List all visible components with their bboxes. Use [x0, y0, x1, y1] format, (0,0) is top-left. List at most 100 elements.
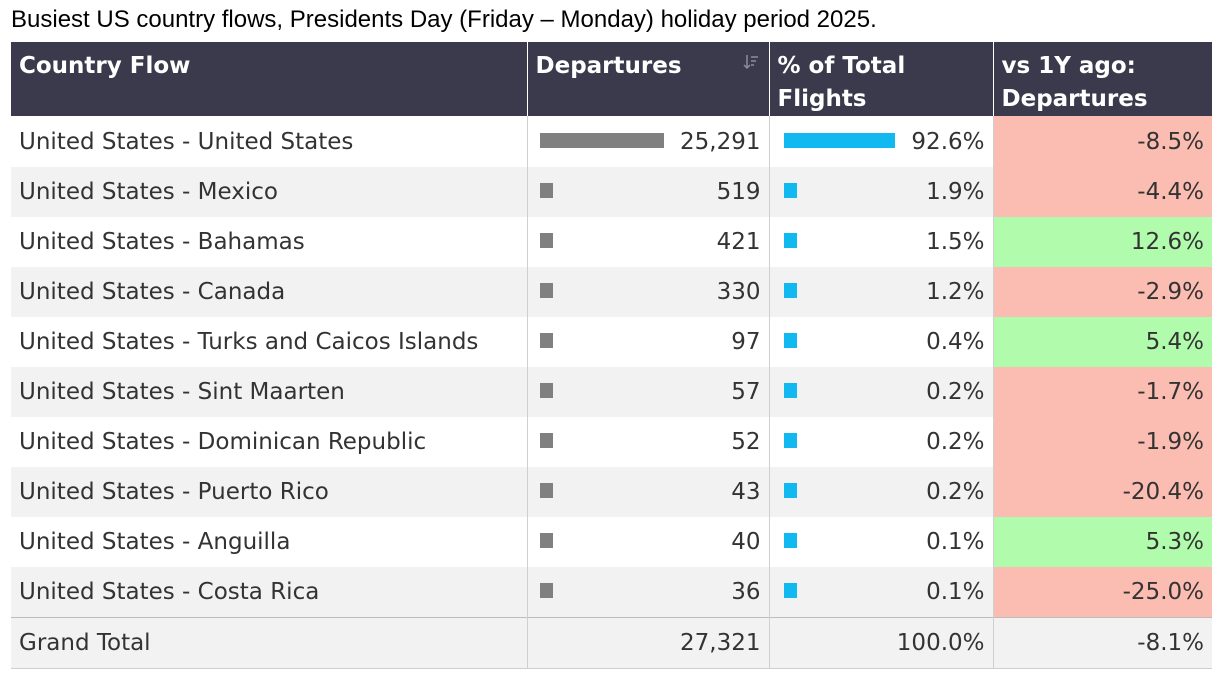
table-row[interactable]: United States - Dominican Republic 52 0.2%…	[11, 417, 1212, 467]
departures-value: 421	[716, 229, 761, 255]
departures-bar	[539, 383, 553, 398]
departures-value: 25,291	[680, 128, 761, 155]
departures-bar	[539, 233, 553, 248]
pct-total-value: 0.2%	[926, 429, 985, 455]
country-flow-cell: United States - Anguilla	[11, 517, 528, 567]
pct-total-cell: 1.9%	[769, 167, 994, 217]
header-pct-total-line1: % of Total	[777, 53, 906, 79]
departures-cell: 57	[527, 367, 770, 417]
departures-cell: 36	[527, 567, 770, 617]
departures-value: 52	[731, 429, 761, 455]
pct-total-bar	[783, 283, 797, 298]
departures-value: 36	[731, 578, 761, 605]
pct-total-value: 0.2%	[926, 379, 985, 405]
departures-bar	[539, 183, 553, 198]
header-departures-label: Departures	[535, 53, 682, 79]
pct-total-bar	[783, 582, 797, 598]
table-row[interactable]: United States - Costa Rica 36 0.1% -25.0%	[11, 567, 1212, 617]
table-row[interactable]: United States - Sint Maarten 57 0.2% -1.7%	[11, 367, 1212, 417]
table-row[interactable]: United States - United States 25,291 92.6%…	[11, 116, 1212, 167]
yoy-departures-cell: -8.5%	[993, 116, 1212, 167]
sort-descending-icon[interactable]	[742, 54, 759, 70]
departures-cell: 519	[527, 167, 770, 217]
country-flow-cell: United States - Canada	[11, 267, 528, 317]
yoy-departures-cell: -2.9%	[993, 267, 1212, 317]
grand-total-label: Grand Total	[11, 616, 528, 669]
table-row[interactable]: United States - Puerto Rico 43 0.2% -20.4%	[11, 467, 1212, 517]
departures-bar	[539, 582, 553, 598]
departures-bar	[539, 433, 553, 448]
pct-total-bar	[783, 433, 797, 448]
table-caption: Busiest US country flows, Presidents Day…	[11, 6, 877, 33]
departures-value: 330	[716, 279, 761, 305]
pct-total-bar	[783, 383, 797, 398]
departures-cell: 43	[527, 467, 770, 517]
departures-bar	[539, 132, 664, 148]
header-pct-total-line2: Flights	[777, 86, 867, 112]
pct-total-value: 1.2%	[926, 279, 985, 305]
pct-total-bar	[783, 533, 797, 548]
yoy-departures-cell: -20.4%	[993, 467, 1212, 517]
header-departures[interactable]: Departures	[527, 42, 770, 116]
departures-cell: 40	[527, 517, 770, 567]
header-country-flow[interactable]: Country Flow	[11, 42, 528, 116]
departures-value: 519	[716, 179, 761, 205]
departures-cell: 52	[527, 417, 770, 467]
departures-value: 40	[731, 529, 761, 555]
pct-total-value: 0.1%	[926, 529, 985, 555]
pct-total-cell: 1.2%	[769, 267, 994, 317]
grand-total-row: Grand Total 27,321 100.0% -8.1%	[11, 616, 1212, 669]
pct-total-cell: 0.1%	[769, 567, 994, 617]
pct-total-cell: 0.4%	[769, 317, 994, 367]
header-yoy-line1: vs 1Y ago:	[1001, 53, 1136, 79]
pct-total-cell: 0.2%	[769, 367, 994, 417]
departures-bar	[539, 333, 553, 348]
yoy-departures-cell: -25.0%	[993, 567, 1212, 617]
header-pct-total[interactable]: % of Total Flights	[769, 42, 994, 116]
header-row: Country Flow Departures % of Total Fligh…	[11, 42, 1212, 116]
yoy-departures-cell: 5.4%	[993, 317, 1212, 367]
pct-total-cell: 92.6%	[769, 116, 994, 167]
pct-total-cell: 0.2%	[769, 467, 994, 517]
pct-total-bar	[783, 183, 797, 198]
country-flow-cell: United States - Dominican Republic	[11, 417, 528, 467]
pct-total-value: 0.1%	[926, 578, 985, 605]
table-row[interactable]: United States - Turks and Caicos Islands…	[11, 317, 1212, 367]
yoy-departures-cell: -1.7%	[993, 367, 1212, 417]
departures-value: 43	[731, 479, 761, 505]
country-flow-cell: United States - Mexico	[11, 167, 528, 217]
yoy-departures-cell: 5.3%	[993, 517, 1212, 567]
country-flow-cell: United States - Costa Rica	[11, 567, 528, 617]
grand-total-pct: 100.0%	[769, 616, 994, 669]
country-flow-cell: United States - United States	[11, 116, 528, 167]
header-yoy[interactable]: vs 1Y ago: Departures	[993, 42, 1212, 116]
country-flow-cell: United States - Puerto Rico	[11, 467, 528, 517]
table-row[interactable]: United States - Canada 330 1.2% -2.9%	[11, 267, 1212, 317]
departures-value: 57	[731, 379, 761, 405]
table-row[interactable]: United States - Mexico 519 1.9% -4.4%	[11, 167, 1212, 217]
country-flow-cell: United States - Turks and Caicos Islands	[11, 317, 528, 367]
departures-value: 97	[731, 329, 761, 355]
country-flow-cell: United States - Bahamas	[11, 217, 528, 267]
departures-bar	[539, 483, 553, 498]
header-yoy-line2: Departures	[1001, 86, 1148, 112]
departures-cell: 25,291	[527, 116, 770, 167]
yoy-departures-cell: -1.9%	[993, 417, 1212, 467]
departures-bar	[539, 283, 553, 298]
pct-total-bar	[783, 233, 797, 248]
yoy-departures-cell: -4.4%	[993, 167, 1212, 217]
table-row[interactable]: United States - Anguilla 40 0.1% 5.3%	[11, 517, 1212, 567]
pct-total-cell: 1.5%	[769, 217, 994, 267]
grand-total-departures: 27,321	[527, 616, 770, 669]
pct-total-value: 92.6%	[911, 128, 985, 155]
pct-total-value: 1.5%	[926, 229, 985, 255]
departures-cell: 421	[527, 217, 770, 267]
pct-total-value: 0.4%	[926, 329, 985, 355]
pct-total-value: 0.2%	[926, 479, 985, 505]
table-row[interactable]: United States - Bahamas 421 1.5% 12.6%	[11, 217, 1212, 267]
country-flows-table: Country Flow Departures % of Total Fligh…	[11, 42, 1212, 669]
yoy-departures-cell: 12.6%	[993, 217, 1212, 267]
pct-total-value: 1.9%	[926, 179, 985, 205]
pct-total-cell: 0.1%	[769, 517, 994, 567]
pct-total-bar	[783, 333, 797, 348]
